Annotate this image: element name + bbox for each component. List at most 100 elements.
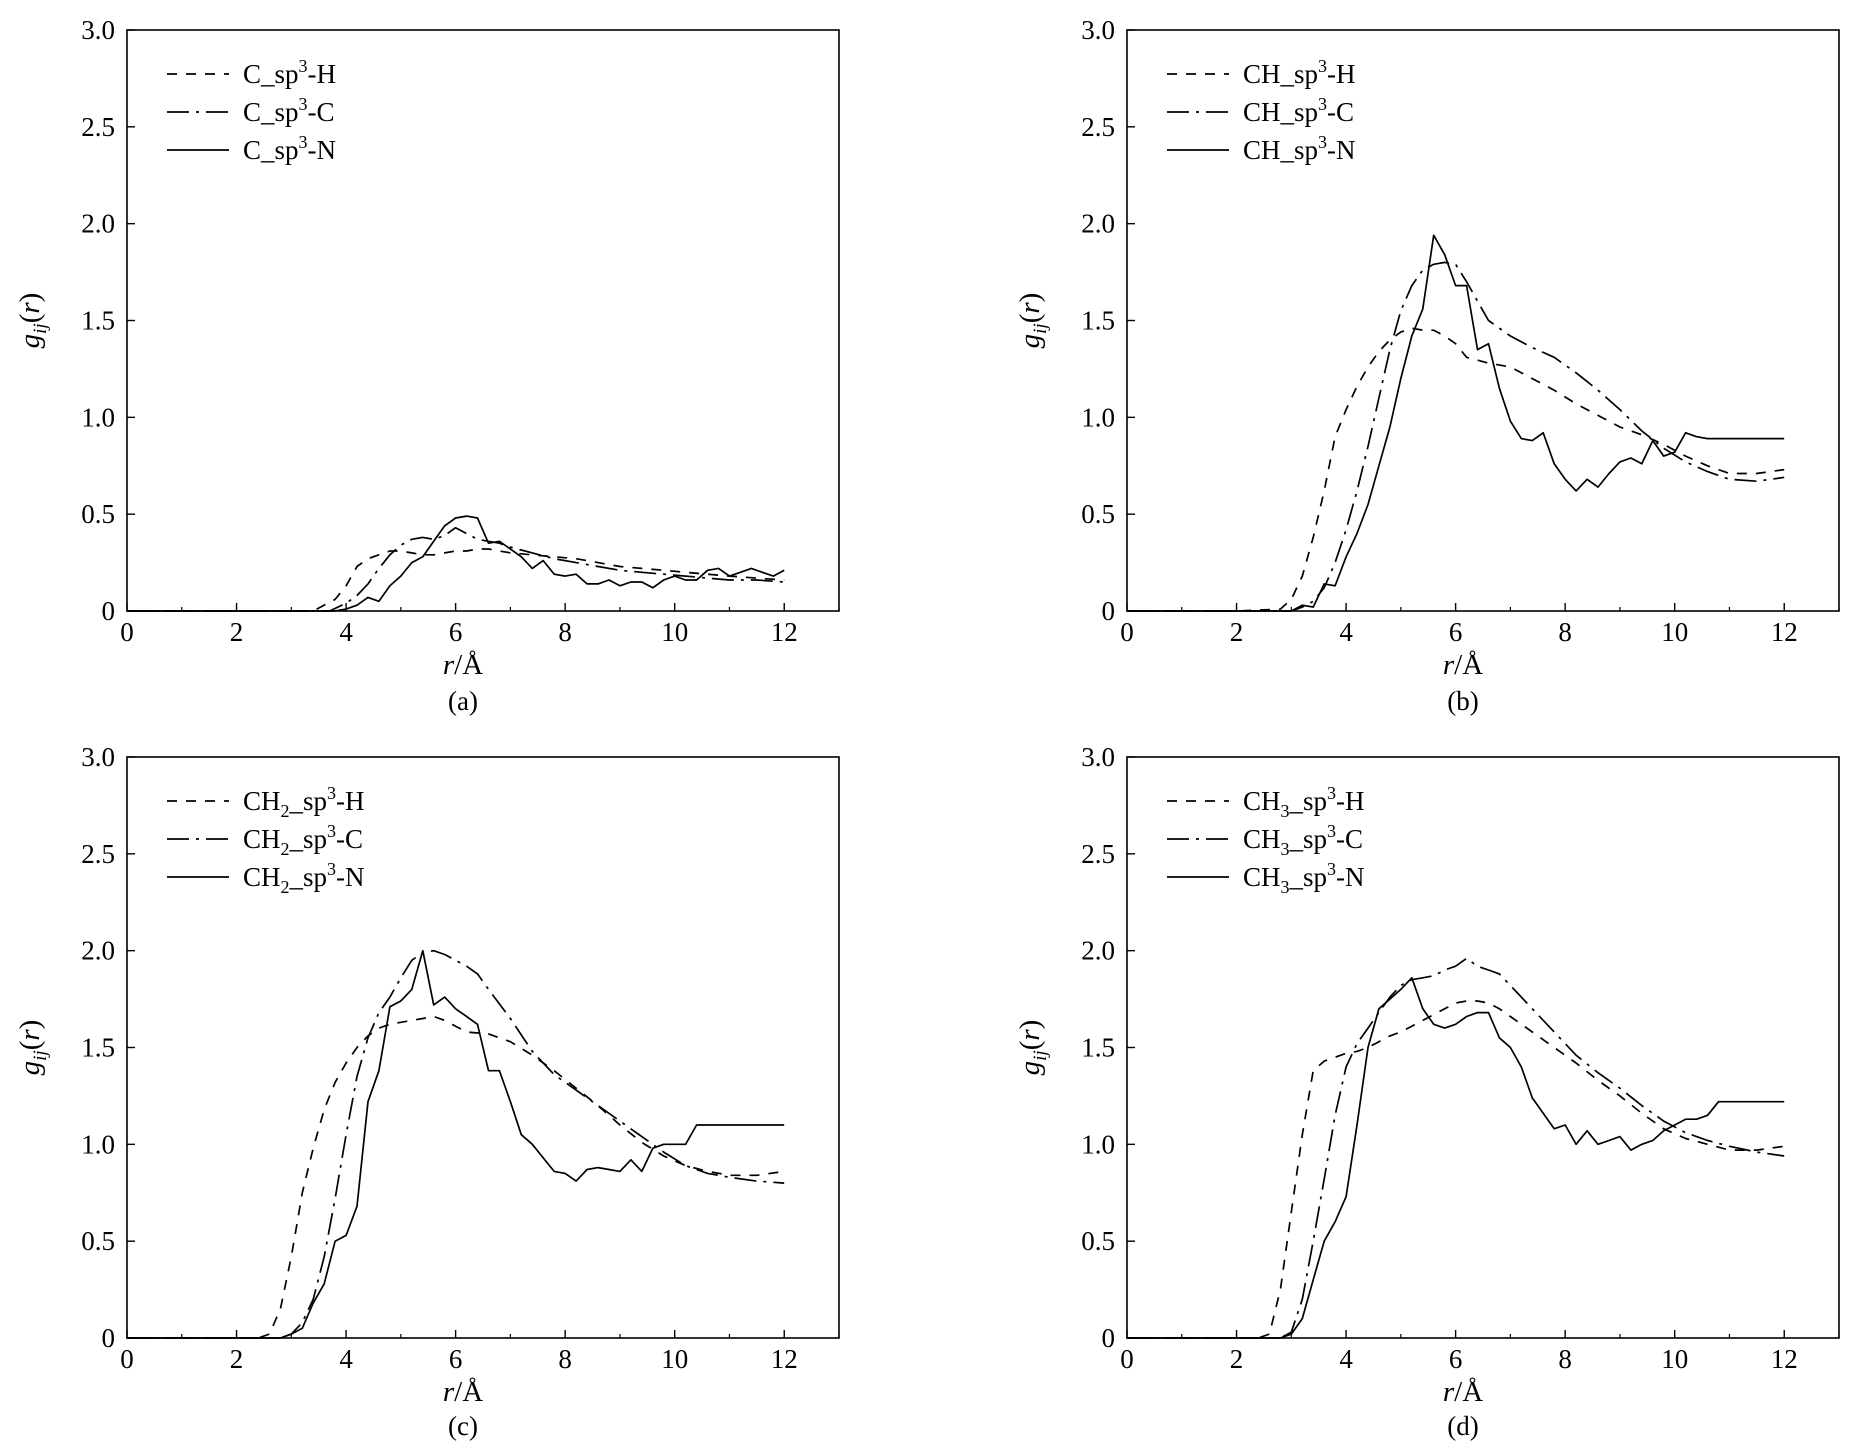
- x-tick-label: 0: [1120, 617, 1134, 647]
- series-line-dashed: [1127, 1000, 1785, 1339]
- x-axis-label: r/Å: [1443, 649, 1483, 681]
- y-tick-label: 3.0: [81, 742, 115, 772]
- y-tick-label: 0: [102, 1323, 116, 1353]
- panel-d: 0 2 4 6 8 10 12 0 0.5 1.0 1.5 2.0 2.5 3.0 r/Å gij(r) (d)…: [1014, 742, 1840, 1441]
- y-tick-label: 0.5: [1081, 499, 1115, 529]
- panel-caption: (c): [448, 1411, 478, 1441]
- y-tick-label: 3.0: [1081, 15, 1115, 45]
- y-axis-label: gij(r): [1014, 1020, 1051, 1076]
- legend-label: C_sp3-C: [243, 94, 335, 127]
- x-axis-label: r/Å: [443, 649, 483, 681]
- x-tick-label: 0: [1120, 1344, 1134, 1374]
- legend-label: CH3_sp3-N: [1243, 859, 1365, 897]
- x-tick-label: 6: [1449, 1344, 1463, 1374]
- plot-frame: [126, 29, 840, 612]
- y-tick-label: 0.5: [81, 1226, 115, 1256]
- x-tick-label: 6: [449, 617, 463, 647]
- x-tick-label: 8: [558, 1344, 572, 1374]
- x-tick-label: 4: [1339, 1344, 1353, 1374]
- y-tick-label: 2.5: [81, 839, 115, 869]
- y-tick-label: 2.0: [81, 209, 115, 239]
- series-line-dashdot: [1127, 261, 1785, 612]
- y-tick-label: 1.0: [1081, 1129, 1115, 1159]
- y-tick-label: 3.0: [81, 15, 115, 45]
- x-axis-label: r/Å: [443, 1376, 483, 1408]
- x-tick-label: 12: [1771, 1344, 1798, 1374]
- x-tick-label: 8: [558, 617, 572, 647]
- y-tick-label: 2.5: [1081, 839, 1115, 869]
- series-line-dashed: [1127, 327, 1785, 612]
- y-tick-label: 1.0: [81, 1129, 115, 1159]
- x-tick-label: 0: [120, 617, 134, 647]
- y-tick-label: 2.5: [1081, 112, 1115, 142]
- x-tick-label: 10: [661, 1344, 688, 1374]
- x-tick-label: 2: [230, 617, 244, 647]
- x-tick-label: 6: [449, 1344, 463, 1374]
- y-tick-label: 1.0: [81, 402, 115, 432]
- legend: C_sp3-H C_sp3-C C_sp3-N: [167, 56, 336, 165]
- y-tick-label: 0: [102, 596, 116, 626]
- series-line-dashed: [127, 548, 785, 612]
- series-line-dashdot: [1127, 957, 1785, 1339]
- legend-label: CH_sp3-N: [1243, 132, 1356, 165]
- panel-a: 0 2 4 6 8 10 12 0 0.5 1.0 1.5 2.0 2.5 3.0 r/Å gij(r) (a)…: [14, 15, 840, 716]
- panel-caption: (a): [448, 686, 478, 716]
- y-axis-label: gij(r): [1014, 293, 1051, 349]
- legend-label: CH2_sp3-N: [243, 859, 365, 897]
- x-tick-label: 10: [1661, 617, 1688, 647]
- y-tick-label: 0: [1102, 1323, 1116, 1353]
- series-line-solid: [1127, 976, 1785, 1339]
- x-tick-label: 4: [339, 617, 353, 647]
- x-tick-label: 8: [1558, 1344, 1572, 1374]
- panel-caption: (d): [1447, 1411, 1478, 1441]
- series-line-dashdot: [127, 526, 785, 612]
- x-tick-label: 12: [771, 1344, 798, 1374]
- y-tick-label: 2.5: [81, 112, 115, 142]
- y-tick-label: 0.5: [1081, 1226, 1115, 1256]
- y-tick-label: 2.0: [81, 936, 115, 966]
- series-line-dashdot: [127, 949, 785, 1339]
- series-line-solid: [127, 515, 785, 612]
- legend-label: CH_sp3-C: [1243, 94, 1354, 127]
- panel-caption: (b): [1447, 686, 1478, 716]
- y-tick-label: 1.5: [1081, 1033, 1115, 1063]
- x-tick-label: 2: [1230, 1344, 1244, 1374]
- x-tick-label: 10: [1661, 1344, 1688, 1374]
- plot-frame: [1126, 29, 1840, 612]
- x-tick-label: 6: [1449, 617, 1463, 647]
- legend-label: CH3_sp3-H: [1243, 783, 1365, 821]
- x-tick-label: 8: [1558, 617, 1572, 647]
- y-tick-label: 1.5: [81, 1033, 115, 1063]
- panel-b: 0 2 4 6 8 10 12 0 0.5 1.0 1.5 2.0 2.5 3.0 r/Å gij(r) (b)…: [1014, 15, 1840, 716]
- legend-label: CH2_sp3-H: [243, 783, 365, 821]
- y-axis-label: gij(r): [14, 1020, 51, 1076]
- x-tick-label: 2: [1230, 617, 1244, 647]
- y-tick-label: 0.5: [81, 499, 115, 529]
- y-tick-label: 1.5: [1081, 306, 1115, 336]
- panel-c: 0 2 4 6 8 10 12 0 0.5 1.0 1.5 2.0 2.5 3.0 r/Å gij(r) (c)…: [14, 742, 840, 1441]
- legend-label: CH2_sp3-C: [243, 821, 363, 859]
- legend-label: CH3_sp3-C: [1243, 821, 1363, 859]
- y-tick-label: 2.0: [1081, 209, 1115, 239]
- legend-label: C_sp3-H: [243, 56, 336, 89]
- y-tick-label: 2.0: [1081, 936, 1115, 966]
- x-tick-label: 4: [339, 1344, 353, 1374]
- y-tick-label: 1.5: [81, 306, 115, 336]
- y-tick-label: 3.0: [1081, 742, 1115, 772]
- x-axis-label: r/Å: [1443, 1376, 1483, 1408]
- x-tick-label: 0: [120, 1344, 134, 1374]
- x-tick-label: 12: [771, 617, 798, 647]
- x-tick-label: 2: [230, 1344, 244, 1374]
- legend: CH_sp3-H CH_sp3-C CH_sp3-N: [1167, 56, 1356, 165]
- y-axis-label: gij(r): [14, 293, 51, 349]
- x-tick-label: 12: [1771, 617, 1798, 647]
- x-tick-label: 10: [661, 617, 688, 647]
- y-tick-label: 0: [1102, 596, 1116, 626]
- legend-label: C_sp3-N: [243, 132, 336, 165]
- series-line-solid: [127, 949, 785, 1339]
- series-line-dashed: [127, 1015, 785, 1339]
- legend-label: CH_sp3-H: [1243, 56, 1356, 89]
